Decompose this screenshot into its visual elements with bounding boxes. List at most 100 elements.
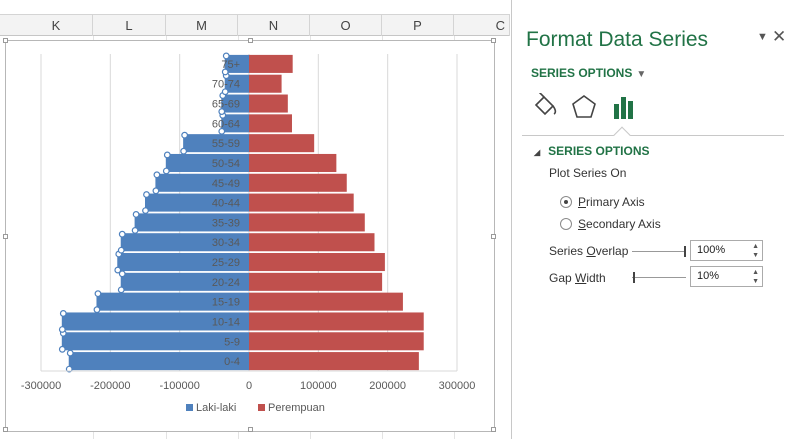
chart-bar-laki-laki[interactable] [221, 94, 249, 113]
radio-button-unchecked[interactable] [560, 218, 572, 230]
selection-handle[interactable] [163, 151, 171, 159]
chart-bar-perempuan[interactable] [249, 213, 365, 232]
legend-swatch[interactable] [186, 404, 193, 411]
selection-handle[interactable] [59, 310, 67, 317]
selection-handle[interactable] [131, 227, 139, 234]
column-header-k[interactable]: K [20, 15, 93, 36]
selection-handle[interactable] [117, 246, 125, 254]
chart-bar-perempuan[interactable] [249, 253, 385, 272]
selection-handle[interactable] [180, 147, 188, 155]
tab-effects[interactable] [570, 93, 598, 121]
selection-handle[interactable] [153, 171, 161, 179]
gap-width-value[interactable]: 10% [697, 270, 720, 282]
resize-handle[interactable] [491, 234, 496, 239]
chart-bar-perempuan[interactable] [249, 292, 403, 311]
resize-handle[interactable] [3, 38, 8, 43]
column-header-p[interactable]: P [382, 15, 454, 36]
chart-bar-laki-laki[interactable] [145, 193, 249, 212]
column-header-m[interactable]: M [166, 15, 238, 36]
resize-handle[interactable] [3, 234, 8, 239]
spin-down-icon[interactable]: ▼ [752, 278, 759, 285]
chart-bar-perempuan[interactable] [249, 54, 293, 73]
chart-bar-perempuan[interactable] [249, 352, 419, 371]
chart-bar-perempuan[interactable] [249, 193, 354, 212]
chart-bar-laki-laki[interactable] [183, 134, 249, 153]
chart-bar-laki-laki[interactable] [120, 272, 249, 291]
selection-handle[interactable] [222, 52, 230, 60]
tab-fill-line[interactable] [530, 91, 558, 121]
chart-bar-perempuan[interactable] [249, 173, 347, 192]
chart-bar-laki-laki[interactable] [61, 312, 249, 331]
chart-bar-perempuan[interactable] [249, 94, 288, 113]
chart-bar-laki-laki[interactable] [120, 233, 249, 252]
selection-handle[interactable] [221, 88, 229, 96]
legend-swatch[interactable] [258, 404, 265, 411]
selection-handle[interactable] [143, 191, 150, 198]
chart-bar-laki-laki[interactable] [224, 74, 249, 93]
population-pyramid-chart[interactable]: 0-4 5-9 10-14 15-19 20-24 25-29 30-34 35-39 40-4… [6, 41, 496, 433]
column-header-q[interactable]: C [454, 15, 510, 36]
chart-bar-perempuan[interactable] [249, 312, 424, 331]
series-overlap-spinner[interactable]: 100% ▲ ▼ [690, 240, 763, 261]
selection-handle[interactable] [162, 167, 170, 175]
column-header-n[interactable]: N [238, 15, 310, 36]
chart-bar-laki-laki[interactable] [96, 292, 249, 311]
worksheet-area[interactable]: K L M N O P C 0-4 5-9 10-14 15-19 20-24 25-29… [0, 0, 510, 439]
chart-bar-perempuan[interactable] [249, 332, 424, 351]
gap-width-slider-thumb[interactable] [633, 272, 636, 283]
chart-bar-laki-laki[interactable] [61, 332, 249, 351]
chart-object[interactable]: 0-4 5-9 10-14 15-19 20-24 25-29 30-34 35-39 40-4… [3, 38, 496, 433]
resize-handle[interactable] [491, 427, 496, 432]
chart-bar-laki-laki[interactable] [68, 352, 249, 371]
selection-handle[interactable] [117, 286, 125, 294]
close-icon[interactable]: ✕ [772, 27, 787, 46]
chart-bar-perempuan[interactable] [249, 114, 292, 133]
series-overlap-slider[interactable] [632, 251, 686, 252]
selection-handle[interactable] [114, 266, 122, 274]
selection-handle[interactable] [221, 68, 229, 76]
chart-bar-laki-laki[interactable] [165, 153, 249, 172]
selection-handle[interactable] [218, 127, 226, 135]
selection-handle[interactable] [142, 207, 149, 215]
selection-handle[interactable] [58, 326, 66, 333]
chart-bar-perempuan[interactable] [249, 233, 375, 252]
selection-handle[interactable] [66, 349, 74, 357]
resize-handle[interactable] [248, 38, 253, 43]
tab-series-options[interactable] [610, 93, 638, 121]
selection-handle[interactable] [152, 187, 160, 195]
series-overlap-slider-thumb[interactable] [684, 246, 686, 257]
chart-bar-laki-laki[interactable] [224, 54, 249, 73]
legend-label[interactable]: Perempuan [268, 402, 325, 414]
primary-axis-radio[interactable]: Primary Axis [560, 195, 645, 209]
selection-handle[interactable] [58, 345, 66, 353]
resize-handle[interactable] [3, 427, 8, 432]
selection-handle[interactable] [118, 270, 126, 278]
chart-bar-laki-laki[interactable] [134, 213, 249, 232]
spin-up-icon[interactable]: ▲ [752, 269, 759, 276]
section-header-series-options[interactable]: ◢ SERIES OPTIONS [534, 144, 650, 158]
spin-up-icon[interactable]: ▲ [752, 243, 759, 250]
chart-bar-laki-laki[interactable] [221, 114, 249, 133]
selection-handle[interactable] [93, 306, 101, 314]
spin-down-icon[interactable]: ▼ [752, 252, 759, 259]
chevron-down-icon[interactable]: ▼ [757, 31, 768, 43]
legend-label[interactable]: Laki-laki [196, 402, 236, 414]
secondary-axis-radio[interactable]: Secondary Axis [560, 217, 661, 231]
column-header-l[interactable]: L [93, 15, 166, 36]
chart-bar-laki-laki[interactable] [117, 253, 250, 272]
radio-button-checked[interactable] [560, 196, 572, 208]
chart-bar-perempuan[interactable] [249, 134, 315, 153]
column-header-o[interactable]: O [310, 15, 382, 36]
selection-handle[interactable] [94, 290, 102, 298]
chart-bar-laki-laki[interactable] [155, 173, 249, 192]
chart-bar-perempuan[interactable] [249, 272, 383, 291]
selection-handle[interactable] [132, 210, 140, 218]
selection-handle[interactable] [181, 131, 189, 139]
selection-handle[interactable] [118, 230, 126, 238]
series-options-dropdown[interactable]: SERIES OPTIONS ▼ [531, 66, 646, 80]
gap-width-spinner[interactable]: 10% ▲ ▼ [690, 266, 763, 287]
chart-bar-perempuan[interactable] [249, 74, 282, 93]
gap-width-slider[interactable] [632, 277, 686, 278]
selection-handle[interactable] [218, 108, 226, 115]
resize-handle[interactable] [248, 427, 253, 432]
